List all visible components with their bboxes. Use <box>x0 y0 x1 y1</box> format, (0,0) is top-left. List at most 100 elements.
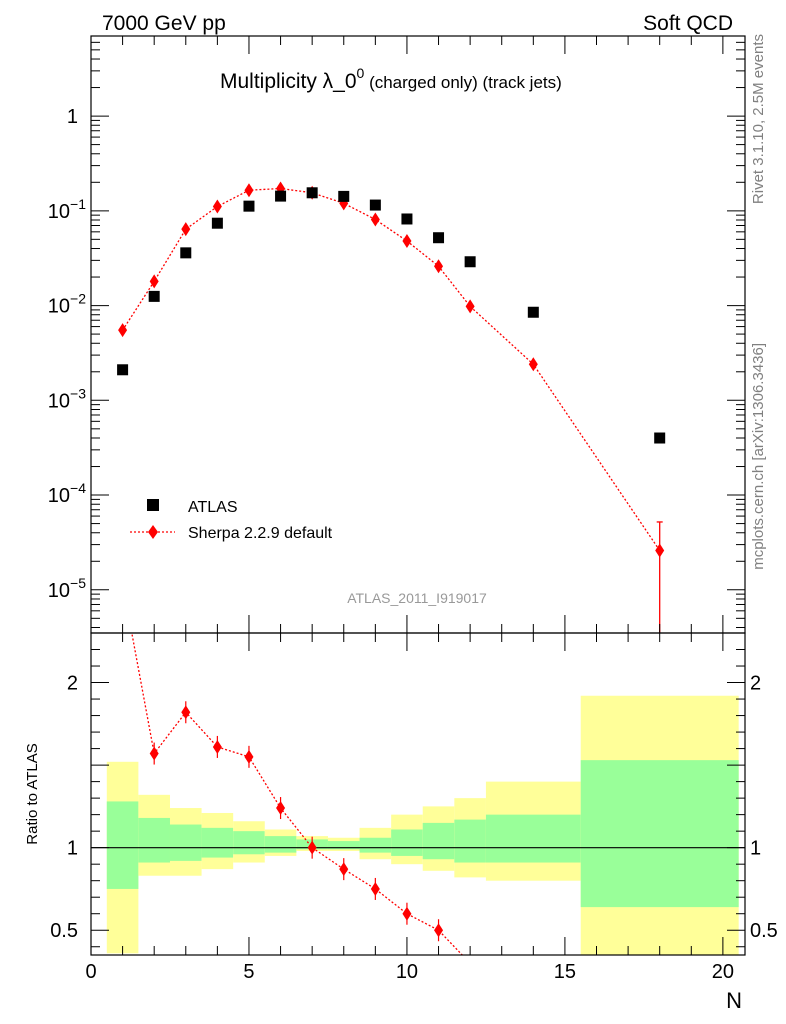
main-y-tick-base: 10 <box>48 201 70 223</box>
ratio-x-tick-label: 20 <box>712 961 734 983</box>
legend-sherpa-marker <box>148 525 158 539</box>
main-y-tick-label: 10−3 <box>48 385 86 412</box>
ratio-y-tick-label-right: 1 <box>750 838 761 860</box>
ratio-mc-point <box>244 749 254 764</box>
x-axis-label: N <box>726 988 742 1013</box>
main-frame <box>90 35 746 634</box>
main-y-tick-exponent: −1 <box>70 196 86 212</box>
main-plot-layer <box>117 181 666 633</box>
atlas-point <box>243 200 255 212</box>
axis-ticks <box>90 35 745 955</box>
mc-point <box>434 259 444 274</box>
side-label-rivet: Rivet 3.1.10, 2.5M events <box>750 34 767 204</box>
mc-line <box>122 187 661 551</box>
ratio-mc-point <box>149 746 159 761</box>
main-y-tick-base: 10 <box>48 580 70 602</box>
ratio-mc-point <box>339 862 349 877</box>
side-label-mcplots: mcplots.cern.ch [arXiv:1306.3436] <box>750 343 767 570</box>
plot-title-sub: (charged only) (track jets) <box>364 73 561 92</box>
atlas-point <box>275 190 287 202</box>
header-left: 7000 GeV pp <box>102 12 226 35</box>
band-inner-12 <box>485 814 581 863</box>
mc-point <box>149 274 159 289</box>
atlas-point <box>464 256 476 268</box>
atlas-point <box>433 232 445 244</box>
mc-point <box>655 543 665 558</box>
mc-point <box>118 323 128 338</box>
ratio-y-tick-label: 2 <box>67 673 78 695</box>
atlas-point <box>180 247 192 259</box>
atlas-point <box>306 187 318 199</box>
axis-tick-labels: 110−110−210−310−410−50 5 10 15 200.5 0.51 12 2 <box>48 106 778 983</box>
band-inner-13 <box>580 760 739 908</box>
mc-point <box>370 212 380 227</box>
header-right: Soft QCD <box>643 12 733 35</box>
mc-point <box>212 199 222 214</box>
atlas-point <box>527 306 539 318</box>
ratio-uncertainty-bands <box>106 695 739 955</box>
ratio-mc-point <box>434 923 444 938</box>
band-inner-10 <box>422 822 455 860</box>
atlas-point <box>148 290 160 302</box>
main-y-tick-exponent: −5 <box>70 575 86 591</box>
main-y-tick-base: 10 <box>48 485 70 507</box>
ratio-mc-point <box>276 801 286 816</box>
atlas-point <box>338 190 350 202</box>
main-y-tick-label: 10−5 <box>48 575 86 602</box>
analysis-watermark: ATLAS_2011_I919017 <box>347 590 487 606</box>
band-inner-9 <box>391 829 423 856</box>
legend-sherpa-label: Sherpa 2.2.9 default <box>188 525 333 542</box>
ratio-x-tick-label: 5 <box>243 961 254 983</box>
legend: ATLAS Sherpa 2.2.9 default <box>130 499 333 542</box>
atlas-point <box>401 213 413 225</box>
legend-atlas-label: ATLAS <box>188 499 238 516</box>
ratio-mc-point <box>402 906 412 921</box>
main-y-tick-label: 1 <box>67 106 78 128</box>
band-inner-0 <box>106 801 139 889</box>
main-y-tick-label: 10−1 <box>48 196 86 223</box>
plot-title-sup: 0 <box>357 65 365 81</box>
ratio-mc-point <box>370 881 380 896</box>
ratio-x-tick-label: 0 <box>85 961 96 983</box>
mc-point <box>181 222 191 237</box>
ratio-mc-point <box>307 840 317 855</box>
main-y-tick-base: 10 <box>48 390 70 412</box>
atlas-point <box>369 199 381 211</box>
ratio-mc-point <box>212 739 222 754</box>
band-inner-1 <box>138 817 170 863</box>
main-y-tick-exponent: −2 <box>70 291 86 307</box>
main-y-tick-label: 10−4 <box>48 480 86 507</box>
band-inner-8 <box>359 837 392 853</box>
ratio-mc-line <box>131 633 464 955</box>
ratio-y-tick-label-right: 2 <box>750 673 761 695</box>
main-y-tick-exponent: −3 <box>70 385 86 401</box>
ratio-x-tick-label: 10 <box>396 961 418 983</box>
ratio-y-tick-label-right: 0.5 <box>750 920 778 942</box>
ratio-mc-point <box>181 705 191 720</box>
atlas-point <box>117 364 129 376</box>
ratio-y-tick-label: 0.5 <box>50 920 78 942</box>
band-inner-7 <box>327 841 360 850</box>
mc-point <box>402 234 412 249</box>
main-y-tick-base: 10 <box>48 296 70 318</box>
band-inner-2 <box>169 824 202 861</box>
legend-atlas-marker <box>147 499 159 511</box>
mc-point <box>528 357 538 372</box>
mc-point <box>244 183 254 198</box>
ratio-frame <box>90 632 746 956</box>
band-inner-3 <box>201 827 234 858</box>
atlas-point <box>211 217 223 229</box>
atlas-point <box>654 432 666 444</box>
ratio-plot-layer <box>131 633 464 955</box>
ratio-x-tick-label: 15 <box>554 961 576 983</box>
band-inner-5 <box>264 836 297 853</box>
ratio-y-axis-label: Ratio to ATLAS <box>24 743 41 844</box>
band-inner-4 <box>233 831 265 855</box>
main-y-tick-exponent: −4 <box>70 480 86 496</box>
main-y-tick-label: 10−2 <box>48 291 86 318</box>
plot-title-main: Multiplicity λ_0 <box>220 70 357 93</box>
mc-point <box>465 299 475 314</box>
plot-title: Multiplicity λ_00 (charged only) (track … <box>220 65 562 93</box>
ratio-y-tick-label: 1 <box>67 838 78 860</box>
